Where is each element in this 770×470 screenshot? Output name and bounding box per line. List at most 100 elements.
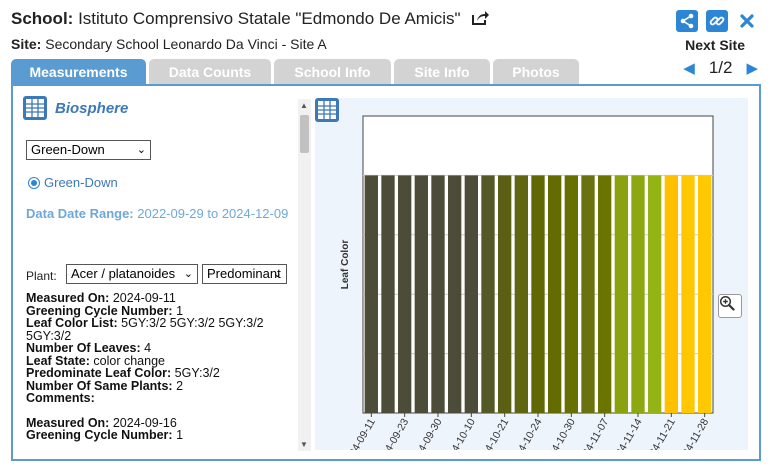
plant-label: Plant: <box>26 269 57 283</box>
next-site-arrow-icon[interactable]: ▶ <box>746 60 758 77</box>
next-site-label: Next Site <box>685 37 745 53</box>
chart-bar <box>564 175 578 413</box>
plant-select-value: Acer / platanoides <box>71 266 176 281</box>
x-tick-label: 2024-10-10 <box>441 416 478 450</box>
chart-bar <box>698 175 712 413</box>
chevron-down-icon: ⌄ <box>136 144 146 156</box>
chart-bar <box>381 175 395 413</box>
y-axis-label: Leaf Color <box>340 240 351 290</box>
link-icon[interactable] <box>706 10 728 32</box>
variable-radio[interactable]: Green-Down <box>28 175 118 190</box>
measured-on-value: 2024-09-16 <box>112 415 177 430</box>
tab-measurements[interactable]: Measurements <box>11 59 146 84</box>
variable-select[interactable]: Green-Down ⌄ <box>26 140 151 160</box>
chevron-down-icon: ⌄ <box>272 268 282 280</box>
x-tick-label: 2024-11-14 <box>608 416 645 450</box>
field-label: Leaf Color List: <box>26 316 118 330</box>
chart-bar <box>481 175 495 413</box>
predominate-value: 5GY:3/2 <box>174 366 220 380</box>
x-tick-label: 2024-09-11 <box>341 416 378 450</box>
share-icon[interactable] <box>676 10 698 32</box>
prev-site-arrow-icon[interactable]: ◀ <box>683 60 695 77</box>
radio-label: Green-Down <box>44 175 118 190</box>
x-tick-label: 2024-11-21 <box>641 416 678 450</box>
chart-bar <box>414 175 428 413</box>
chart-bar <box>498 175 512 413</box>
color-type-select[interactable]: Predominant ⌄ <box>202 264 287 284</box>
chart-bar <box>464 175 478 413</box>
chart-bar <box>648 175 662 413</box>
pager-text: 1/2 <box>708 58 733 77</box>
color-type-select-value: Predominant <box>207 266 281 281</box>
left-pane-scrollbar[interactable]: ▲ ▼ <box>298 99 311 451</box>
zoom-in-button[interactable] <box>718 294 742 318</box>
radio-selected-icon[interactable] <box>28 176 40 189</box>
school-title: School: Istituto Comprensivo Statale "Ed… <box>11 9 490 29</box>
top-toolbar <box>676 10 758 32</box>
field-label: Measured On: <box>26 415 110 430</box>
x-tick-label: 2024-11-07 <box>574 416 611 450</box>
chart-bar <box>448 175 462 413</box>
tab-bar: Measurements Data Counts School Info Sit… <box>11 59 579 84</box>
chart-bar <box>631 175 645 413</box>
field-label: Measured On: <box>26 291 110 305</box>
school-name: Istituto Comprensivo Statale "Edmondo De… <box>78 9 461 28</box>
chart-bar <box>548 175 562 413</box>
site-pager: ◀ 1/2 ▶ <box>683 58 758 78</box>
table-icon <box>23 96 47 120</box>
date-range-label: Data Date Range: <box>26 206 134 221</box>
color-list-value: 5GY:3/2 5GY:3/2 5GY:3/2 5GY:3/2 <box>26 316 264 343</box>
tab-data-counts[interactable]: Data Counts <box>149 59 271 84</box>
x-tick-label: 2024-09-23 <box>374 416 411 450</box>
tab-school-info[interactable]: School Info <box>274 59 391 84</box>
field-label: Greening Cycle Number: <box>26 303 173 318</box>
date-range: Data Date Range: 2022-09-29 to 2024-12-0… <box>26 203 296 224</box>
scroll-down-icon[interactable]: ▼ <box>300 440 308 449</box>
zoom-in-icon <box>719 295 735 311</box>
chart-bar <box>364 175 378 413</box>
x-tick-label: 2024-09-30 <box>407 416 444 450</box>
variable-select-value: Green-Down <box>31 142 105 157</box>
close-icon[interactable] <box>736 10 758 32</box>
chart-bar <box>581 175 595 413</box>
chart-bar <box>664 175 678 413</box>
x-tick-label: 2024-10-24 <box>507 416 544 450</box>
x-tick-label: 2024-10-30 <box>541 416 578 450</box>
school-label: School: <box>11 9 74 28</box>
measurements-panel: Biosphere Green-Down ⌄ Green-Down Data D… <box>11 84 761 461</box>
chart-bar <box>681 175 695 413</box>
leaf-color-chart: 2024-09-112024-09-232024-09-302024-10-10… <box>340 115 714 450</box>
field-label: Comments: <box>26 391 95 405</box>
site-label: Site: <box>11 36 42 52</box>
tab-photos[interactable]: Photos <box>493 59 579 84</box>
external-link-icon[interactable] <box>471 10 490 26</box>
table-view-icon[interactable] <box>315 98 339 122</box>
left-pane: Biosphere Green-Down ⌄ Green-Down Data D… <box>23 96 306 451</box>
protocol-title: Biosphere <box>55 99 129 117</box>
chart-bar <box>431 175 445 413</box>
field-label: Leaf State: <box>26 353 90 368</box>
cycle-value: 1 <box>176 428 184 442</box>
chevron-down-icon: ⌄ <box>183 268 193 280</box>
site-name: Secondary School Leonardo Da Vinci - Sit… <box>45 36 327 52</box>
chart-bar <box>398 175 412 413</box>
date-range-value: 2022-09-29 to 2024-12-09 <box>137 206 289 221</box>
tab-site-info[interactable]: Site Info <box>394 59 490 84</box>
protocol-header: Biosphere <box>23 96 306 120</box>
field-label: Greening Cycle Number: <box>26 428 173 442</box>
chart-area: 2024-09-11 2024-09-23 2024-09-30 2024-10-10… <box>315 98 748 450</box>
measurement-records: Measured On: 2024-09-11 Greening Cycle N… <box>26 292 301 451</box>
cycle-value: 1 <box>176 303 184 318</box>
field-label: Number Of Leaves: <box>26 341 141 355</box>
chart-bar <box>514 175 528 413</box>
x-tick-label: 2024-11-28 <box>674 416 711 450</box>
plant-select[interactable]: Acer / platanoides ⌄ <box>66 264 198 284</box>
field-label: Predominate Leaf Color: <box>26 366 172 380</box>
record-item: Measured On: 2024-09-11 Greening Cycle N… <box>26 292 301 405</box>
same-plants-value: 2 <box>176 378 184 393</box>
state-value: color change <box>93 353 165 368</box>
chart-bar <box>598 175 612 413</box>
scroll-up-icon[interactable]: ▲ <box>300 101 308 110</box>
leaves-value: 4 <box>144 341 152 355</box>
scrollbar-thumb[interactable] <box>300 115 309 153</box>
